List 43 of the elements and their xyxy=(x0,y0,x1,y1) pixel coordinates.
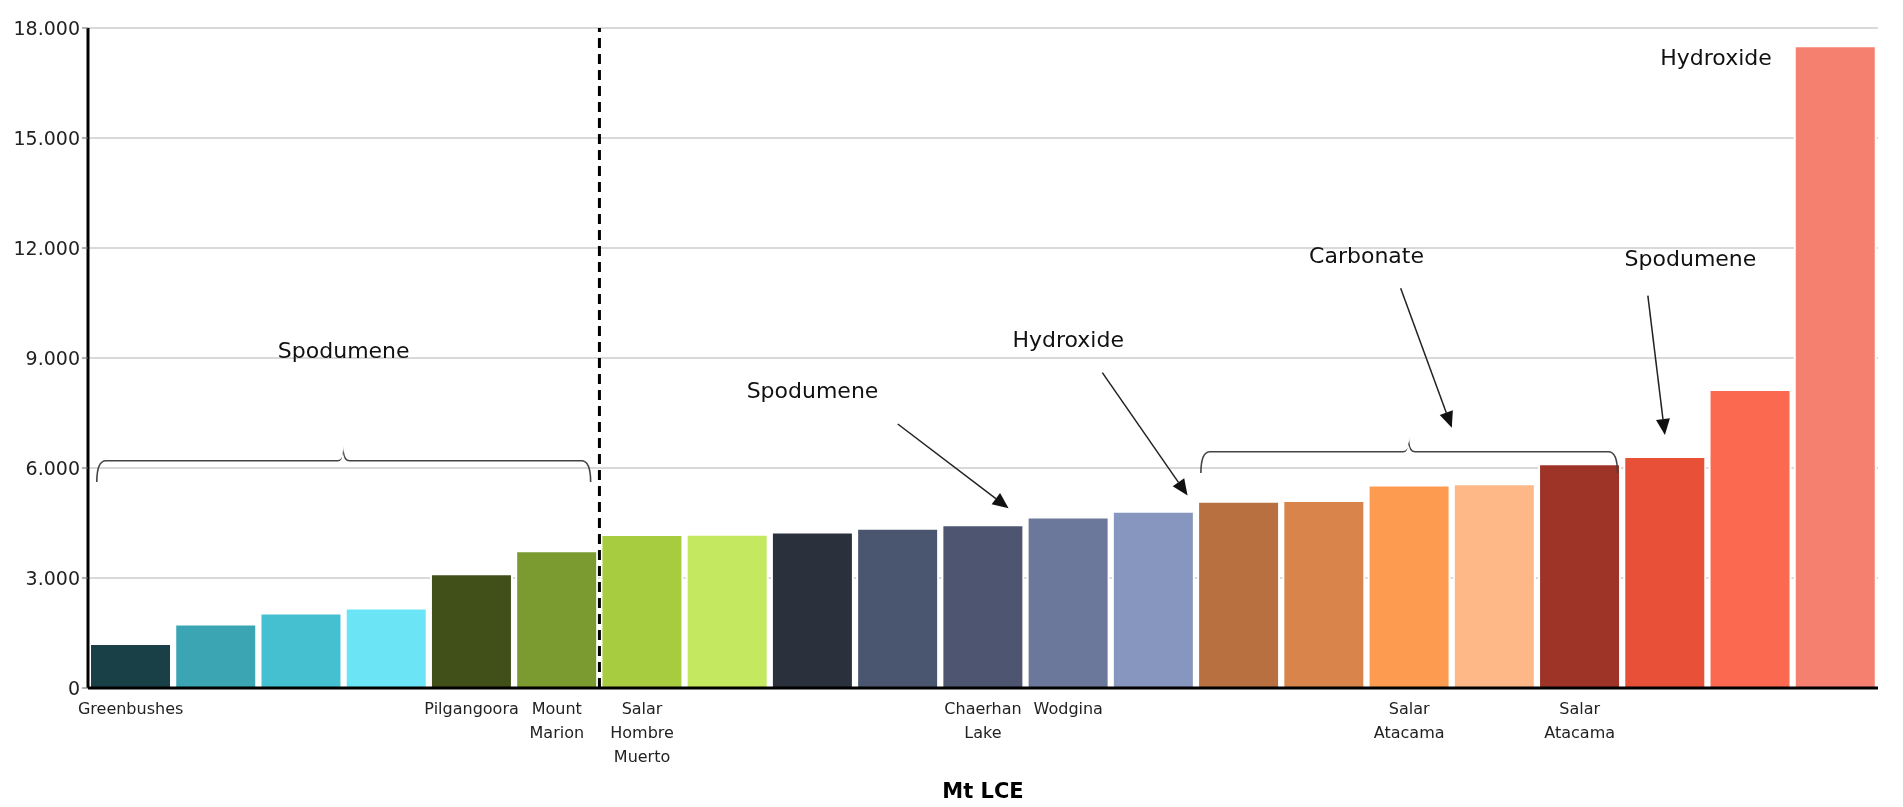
x-tick-label: Mount Marion xyxy=(529,699,585,742)
bar xyxy=(1111,510,1195,688)
bar xyxy=(600,534,684,688)
bar xyxy=(856,527,940,688)
annotation: Hydroxide xyxy=(1012,327,1124,352)
y-tick-label: 6.000 xyxy=(25,456,80,479)
bar xyxy=(1026,516,1110,688)
bar xyxy=(1367,484,1451,688)
annotation: Carbonate xyxy=(1309,242,1425,268)
bar xyxy=(1708,388,1792,688)
y-tick-label: 18.000 xyxy=(13,16,80,39)
x-tick-label: Wodgina xyxy=(1033,699,1103,718)
bar xyxy=(685,533,769,688)
bar xyxy=(1538,463,1622,688)
x-tick-label: Greenbushes xyxy=(77,699,184,718)
y-tick-label: 0 xyxy=(67,676,80,699)
bar xyxy=(344,607,428,688)
annotation: Hydroxide xyxy=(1660,44,1772,70)
bar xyxy=(89,643,172,688)
x-tick-label: Salar Atacama xyxy=(1544,699,1616,742)
y-tick-label: 3.000 xyxy=(25,566,80,589)
bar xyxy=(429,573,513,688)
bar xyxy=(515,550,599,688)
y-tick-label: 12.000 xyxy=(13,236,80,259)
annotation: Spodumene xyxy=(277,338,410,363)
y-tick-label: 9.000 xyxy=(25,346,80,369)
x-tick-label: Pilgangoora xyxy=(424,699,519,718)
bar xyxy=(1793,45,1877,688)
x-tick-label: Salar Hombre Muerto xyxy=(610,699,674,766)
bar xyxy=(1452,483,1536,688)
bar xyxy=(1282,500,1366,688)
bar xyxy=(1623,456,1707,688)
y-tick-label: 15.000 xyxy=(13,126,80,149)
annotation: Spodumene xyxy=(746,378,879,404)
x-tick-label: Chaerhan Lake xyxy=(944,699,1022,742)
x-tick-label: Salar Atacama xyxy=(1373,699,1445,742)
x-axis-title: Mt LCE xyxy=(942,779,1024,803)
bar xyxy=(770,531,854,688)
bar xyxy=(1197,500,1281,688)
bar xyxy=(941,524,1025,688)
bar xyxy=(259,612,343,688)
annotation: Spodumene xyxy=(1624,246,1757,272)
bar xyxy=(174,623,258,688)
